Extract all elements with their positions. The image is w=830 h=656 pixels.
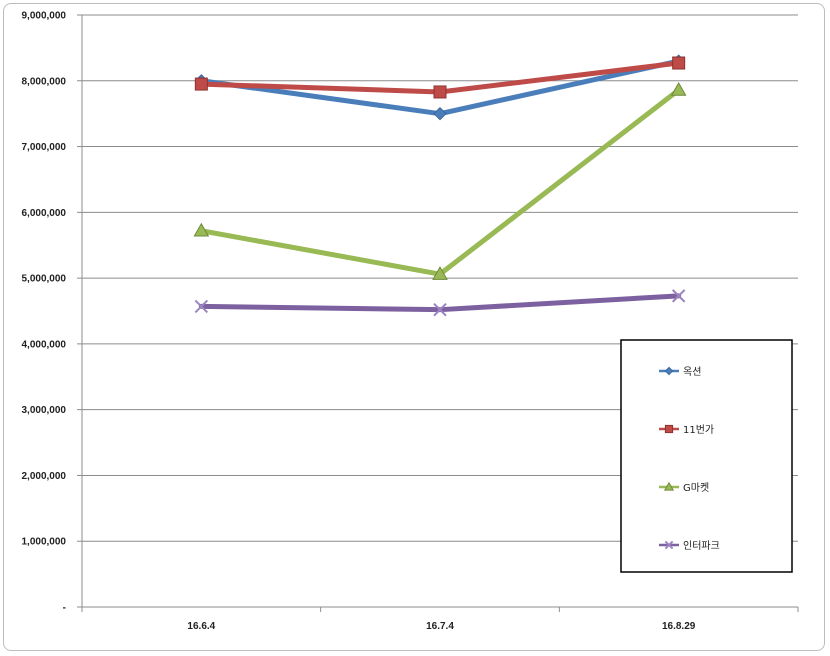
legend-box bbox=[620, 339, 793, 573]
legend-item: 인터파크 bbox=[659, 540, 720, 552]
y-tick-label: 9,000,000 bbox=[22, 11, 67, 22]
y-tick-label: 8,000,000 bbox=[22, 76, 67, 87]
y-tick-label: 1,000,000 bbox=[22, 537, 67, 548]
series-line-4 bbox=[198, 293, 682, 313]
y-tick-label: 4,000,000 bbox=[22, 339, 67, 350]
legend-item: G마켓 bbox=[659, 481, 709, 494]
data-point-series-2 bbox=[672, 56, 686, 70]
data-point-series-4 bbox=[671, 289, 686, 303]
y-tick-label: 3,000,000 bbox=[22, 405, 67, 416]
y-tick-label: 2,000,000 bbox=[22, 471, 67, 482]
data-point-series-3 bbox=[670, 81, 687, 96]
legend-marker bbox=[663, 481, 675, 491]
y-axis-ticks: - 1,000,000 2,000,000 3,000,000 4,000,000 5,0… bbox=[22, 11, 82, 614]
axes bbox=[81, 15, 798, 608]
x-tick-label: 16.7.4 bbox=[426, 621, 454, 632]
legend-marker bbox=[664, 424, 674, 434]
x-marker-stroke bbox=[194, 299, 209, 314]
data-point-series-4 bbox=[433, 302, 447, 317]
data-point-series-4 bbox=[194, 299, 209, 314]
legend-label: 인터파크 bbox=[683, 540, 720, 552]
data-point-series-3 bbox=[193, 222, 210, 237]
y-tick-label: 5,000,000 bbox=[22, 274, 67, 285]
legend-marker bbox=[664, 366, 674, 376]
x-marker-stroke bbox=[664, 540, 674, 550]
data-point-series-2 bbox=[194, 77, 208, 91]
data-point-series-2 bbox=[433, 85, 447, 99]
legend-label: G마켓 bbox=[683, 482, 709, 494]
series-markers bbox=[193, 54, 687, 317]
x-marker-stroke bbox=[671, 289, 686, 303]
x-tick-label: 16.8.29 bbox=[662, 621, 696, 632]
y-tick-label: - bbox=[63, 603, 66, 614]
legend-label: 11번가 bbox=[683, 424, 714, 436]
legend-item: 옥션 bbox=[659, 366, 701, 378]
data-point-series-3 bbox=[432, 266, 448, 280]
x-tick-label: 16.6.4 bbox=[187, 621, 215, 632]
data-point-series-1 bbox=[433, 106, 447, 121]
legend-item: 11번가 bbox=[659, 424, 714, 436]
y-tick-label: 6,000,000 bbox=[22, 208, 67, 219]
x-axis-ticks: 16.6.4 16.7.4 16.8.29 bbox=[81, 607, 799, 632]
y-tick-label: 7,000,000 bbox=[22, 142, 67, 153]
legend-label: 옥션 bbox=[683, 366, 701, 378]
legend-marker bbox=[664, 540, 674, 550]
x-marker-stroke bbox=[433, 302, 447, 317]
